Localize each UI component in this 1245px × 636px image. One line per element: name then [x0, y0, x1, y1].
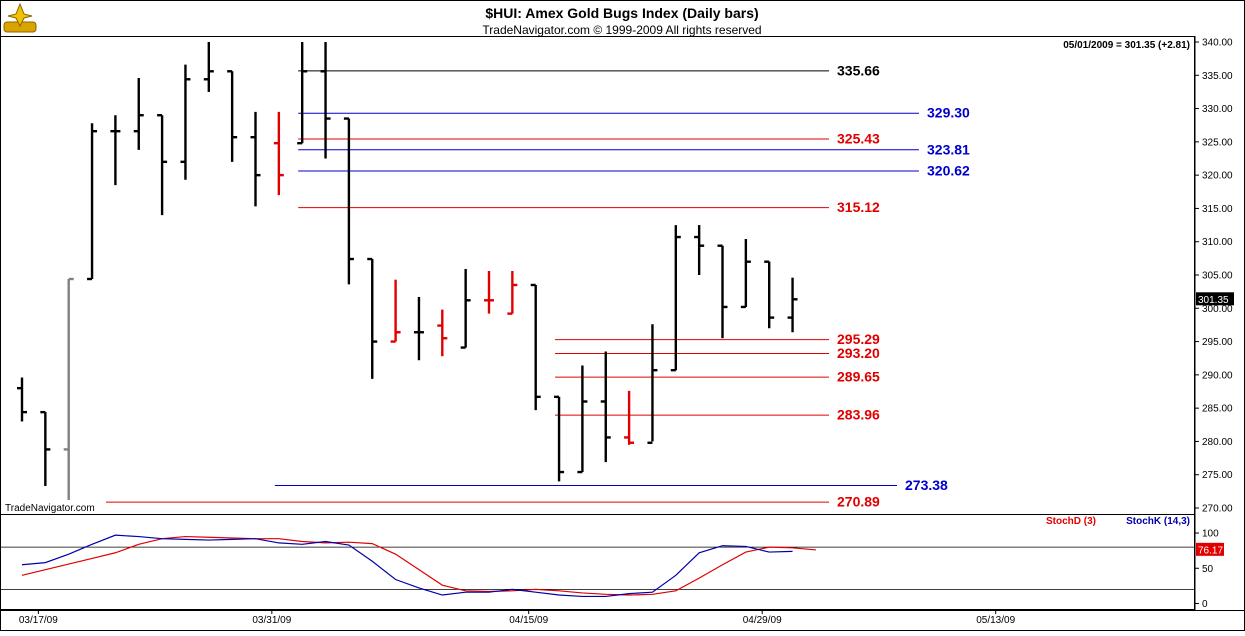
date-label: 05/13/09: [976, 615, 1015, 626]
stoch-axis-label: 100: [1202, 529, 1219, 540]
date-label: 03/31/09: [252, 615, 291, 626]
level-label: 323.81: [927, 141, 970, 157]
price-axis-label: 275.00: [1202, 470, 1233, 481]
stoch-axis-label: 50: [1202, 564, 1214, 575]
ohlc-bar: [694, 225, 705, 275]
chart-title: $HUI: Amex Gold Bugs Index (Daily bars): [485, 5, 758, 21]
price-axis-label: 340.00: [1202, 38, 1233, 49]
price-axis-label: 330.00: [1202, 104, 1233, 115]
ohlc-bar: [40, 410, 51, 487]
level-label: 273.38: [905, 477, 948, 493]
level-label: 289.65: [837, 369, 880, 385]
price-axis-label: 305.00: [1202, 271, 1233, 282]
ohlc-bar: [63, 277, 74, 508]
level-lines: 335.66 329.30 325.43 323.81 320.62 315.12 295.…: [2, 62, 970, 510]
ohlc-bar: [157, 114, 168, 216]
price-axis-label: 295.00: [1202, 337, 1233, 348]
date-axis: 03/17/09 03/31/09 04/15/09 04/29/09 05/13/09: [19, 610, 1016, 626]
ohlc-bar: [437, 309, 448, 357]
ohlc-bar: [110, 115, 121, 186]
price-axis-label: 335.00: [1202, 71, 1233, 82]
chart-subtitle: TradeNavigator.com © 1999-2009 All right…: [482, 23, 761, 37]
ohlc-bar: [87, 123, 98, 281]
price-axis-label: 315.00: [1202, 204, 1233, 215]
ohlc-bar: [577, 365, 588, 474]
price-info: 05/01/2009 = 301.35 (+2.81): [1063, 40, 1190, 51]
last-stoch-badge: [1196, 542, 1224, 556]
level-label: 325.43: [837, 130, 880, 146]
ohlc-bar: [343, 117, 354, 285]
ohlc-bar: [554, 395, 565, 482]
date-label: 03/17/09: [19, 615, 58, 626]
ohlc-bar: [227, 70, 238, 162]
price-axis-label: 285.00: [1202, 404, 1233, 415]
legend-stoch-d: StochD (3): [1046, 516, 1096, 527]
stochastic-panel: 0 50 100 StochD (3) StochK (14,3) 76.17: [1, 516, 1224, 610]
level-label: 295.29: [837, 331, 880, 347]
price-axis-label: 320.00: [1202, 171, 1233, 182]
ohlc-bar: [600, 351, 611, 463]
date-label: 04/29/09: [743, 615, 782, 626]
ohlc-bar: [390, 279, 401, 343]
ohlc-bar: [180, 64, 191, 180]
legend-stoch-k: StochK (14,3): [1126, 516, 1190, 527]
ohlc-bar: [530, 283, 541, 411]
ohlc-bar: [740, 239, 751, 309]
ohlc-bar: [413, 296, 424, 361]
level-label: 315.12: [837, 199, 880, 215]
price-axis-label: 280.00: [1202, 437, 1233, 448]
ohlc-bar: [624, 390, 635, 445]
ohlc-bar: [787, 277, 798, 333]
price-axis-label: 290.00: [1202, 370, 1233, 381]
level-label: 329.30: [927, 105, 970, 121]
level-label: 320.62: [927, 163, 970, 179]
date-label: 04/15/09: [509, 615, 548, 626]
ohlc-bar: [17, 377, 27, 422]
ohlc-bar: [273, 111, 284, 196]
ohlc-bar: [367, 257, 378, 379]
ohlc-bar: [647, 324, 658, 444]
trade-navigator-logo-icon: [3, 2, 37, 33]
ohlc-bar: [764, 260, 775, 329]
watermark-box: [2, 500, 106, 513]
price-axis: 270.00 275.00 280.00 285.00 290.00 295.00 300.…: [1195, 38, 1234, 515]
stoch-axis-label: 0: [1202, 599, 1208, 610]
price-axis-label: 310.00: [1202, 237, 1233, 248]
level-label: 293.20: [837, 345, 880, 361]
ohlc-bar: [297, 42, 308, 145]
ohlc-bar: [507, 271, 518, 315]
last-stoch-label: 76.17: [1198, 545, 1223, 556]
price-axis-label: 270.00: [1202, 504, 1233, 515]
ohlc-bar: [460, 269, 471, 349]
watermark-text: TradeNavigator.com: [5, 503, 95, 514]
stoch-series-line: [21, 535, 816, 596]
ohlc-bar: [203, 42, 214, 92]
ohlc-bar: [320, 42, 331, 159]
price-axis-label: 300.00: [1202, 304, 1233, 315]
stoch-series-line: [21, 534, 793, 598]
level-label: 283.96: [837, 407, 880, 423]
ohlc-bar: [133, 77, 144, 150]
last-price-label: 301.35: [1198, 295, 1229, 306]
last-price-badge: [1196, 292, 1234, 306]
level-label: 270.89: [837, 494, 880, 510]
ohlc-bar: [670, 225, 681, 372]
ohlc-bar: [250, 111, 261, 207]
ohlc-bar: [484, 271, 494, 314]
ohlc-bar: [717, 244, 728, 339]
level-label: 335.66: [837, 62, 880, 78]
price-axis-label: 325.00: [1202, 137, 1233, 148]
ohlc-bars: [17, 42, 798, 508]
